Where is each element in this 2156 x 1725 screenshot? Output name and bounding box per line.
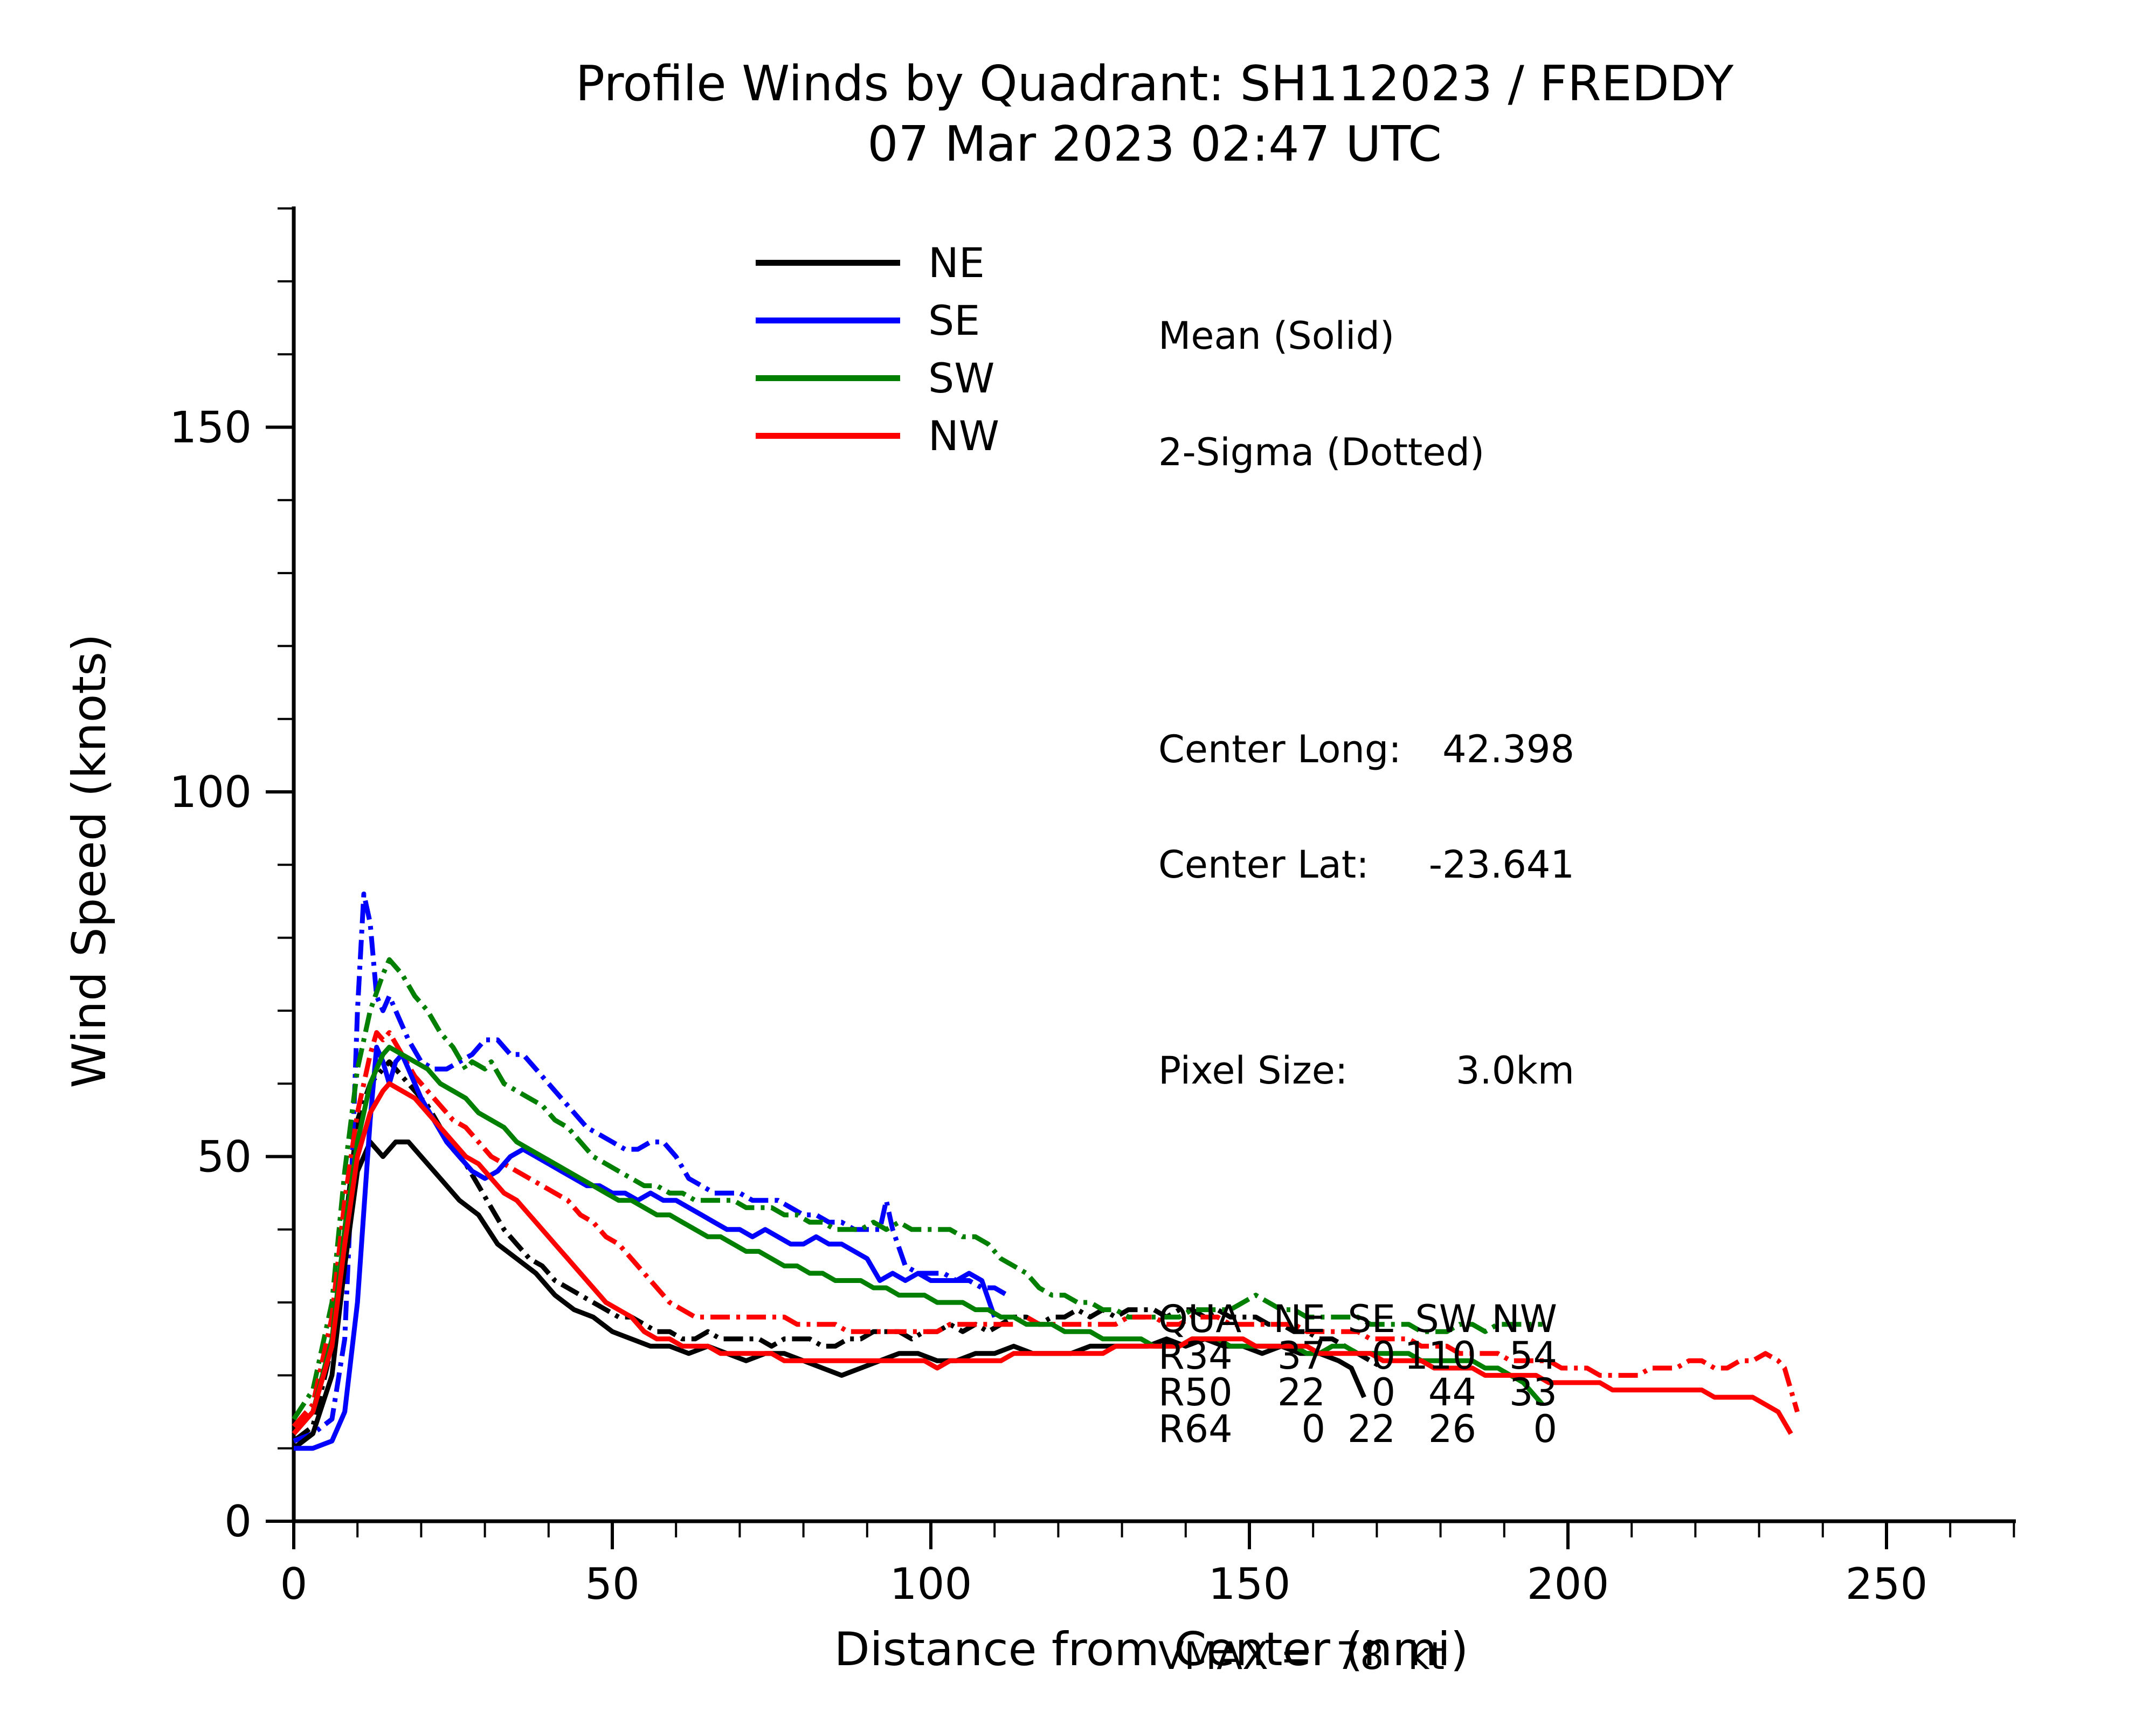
legend-row-ne: NE — [756, 234, 999, 292]
legend-row-sw: SW — [756, 349, 999, 407]
series-sw-mean — [292, 1045, 1545, 1436]
table-cell: R64 — [1158, 1407, 1233, 1451]
table-cell: 33 — [1509, 1370, 1557, 1414]
y-tick-label: 100 — [169, 767, 252, 817]
table-cell: 54 — [1509, 1334, 1557, 1378]
y-tick-label: 150 — [169, 403, 252, 453]
table-cell: 0 — [1371, 1334, 1395, 1378]
legend-line-sample-se — [756, 318, 900, 323]
legend-line-sample-ne — [756, 260, 900, 266]
table-cell: SW — [1415, 1297, 1476, 1341]
x-axis-ticks: 0 50 100 150 200 250 — [280, 1521, 2015, 1609]
style-note-sigma: 2-Sigma (Dotted) — [1158, 430, 1485, 474]
annotation-block: Mean (Solid) 2-Sigma (Dotted) Center Lon… — [1158, 239, 1574, 1725]
vmax-line: VMAX = 78 kt — [1158, 1634, 1445, 1678]
series-sw-sigma — [292, 957, 1543, 1421]
chart-title: Profile Winds by Quadrant: SH112023 / FR… — [576, 54, 1733, 175]
pixel-size-label: Pixel Size: — [1158, 1048, 1348, 1093]
x-tick-label: 100 — [890, 1559, 972, 1609]
axes-spines — [292, 206, 2016, 1523]
table-cell: SE — [1348, 1297, 1395, 1341]
wind-radii-table: QUA NE SE SW NW R34 37 0 110 54 R50 22 0 44 33 R64 0 22 26… — [1158, 1297, 1574, 1451]
y-tick-label: 50 — [197, 1132, 252, 1182]
legend-line-sample-nw — [756, 433, 900, 439]
legend-label-se: SE — [928, 296, 980, 344]
center-long-value: 42.398 — [1442, 727, 1574, 771]
table-row: R50 22 0 44 33 — [1158, 1374, 1574, 1411]
pixel-size-value: 3.0km — [1455, 1048, 1574, 1093]
x-tick-label: 150 — [1208, 1559, 1291, 1609]
table-cell: R50 — [1158, 1370, 1233, 1414]
center-long-row: Center Long: 42.398 — [1158, 730, 1574, 768]
legend: NE SE SW NW — [756, 234, 999, 465]
y-axis-label: Wind Speed (knots) — [63, 633, 116, 1088]
table-cell: NW — [1491, 1297, 1557, 1341]
table-cell: 37 — [1277, 1334, 1325, 1378]
y-axis-ticks: 0 50 100 150 — [169, 207, 294, 1547]
table-cell: 0 — [1301, 1407, 1325, 1451]
x-tick-label: 250 — [1846, 1559, 1928, 1609]
table-cell: 26 — [1428, 1407, 1476, 1451]
style-note-solid: Mean (Solid) — [1158, 314, 1395, 358]
series-ne-mean — [292, 1139, 1366, 1451]
series-nw-sigma — [292, 1030, 1800, 1429]
x-axis-label: Distance from Center (nmi) — [834, 1623, 1469, 1676]
table-cell: NE — [1273, 1297, 1325, 1341]
series-se-mean — [294, 1045, 997, 1451]
table-header-row: QUA NE SE SW NW — [1158, 1297, 1574, 1341]
chart-title-line2: 07 Mar 2023 02:47 UTC — [867, 116, 1442, 172]
series-se-sigma — [293, 891, 1009, 1444]
table-row: R64 0 22 26 0 — [1158, 1407, 1574, 1451]
legend-label-ne: NE — [928, 239, 985, 287]
legend-row-nw: NW — [756, 407, 999, 465]
series-nw-mean — [292, 1081, 1793, 1436]
y-tick-label: 0 — [224, 1496, 252, 1547]
table-cell: 110 — [1404, 1334, 1476, 1378]
center-long-label: Center Long: — [1158, 727, 1401, 771]
series-curves — [292, 891, 1800, 1451]
table-row: R34 37 0 110 54 — [1158, 1334, 1574, 1378]
table-cell: 0 — [1533, 1407, 1557, 1451]
center-lat-label: Center Lat: — [1158, 843, 1369, 887]
table-cell: QUA — [1158, 1297, 1242, 1341]
x-tick-label: 0 — [280, 1559, 308, 1609]
table-cell: 44 — [1428, 1370, 1476, 1414]
pixel-size-row: Pixel Size: 3.0km — [1158, 1052, 1574, 1089]
center-lat-value: -23.641 — [1428, 843, 1574, 887]
legend-line-sample-sw — [756, 375, 900, 381]
table-cell: 0 — [1371, 1370, 1395, 1414]
table-cell: R34 — [1158, 1334, 1233, 1378]
table-cell: 22 — [1347, 1407, 1395, 1451]
legend-row-se: SE — [756, 292, 999, 349]
x-tick-label: 200 — [1527, 1559, 1609, 1609]
legend-label-sw: SW — [928, 354, 995, 402]
x-tick-label: 50 — [585, 1559, 640, 1609]
chart-title-line1: Profile Winds by Quadrant: SH112023 / FR… — [575, 56, 1734, 112]
table-cell: 22 — [1277, 1370, 1325, 1414]
center-lat-row: Center Lat: -23.641 — [1158, 846, 1574, 884]
legend-label-nw: NW — [928, 412, 999, 460]
